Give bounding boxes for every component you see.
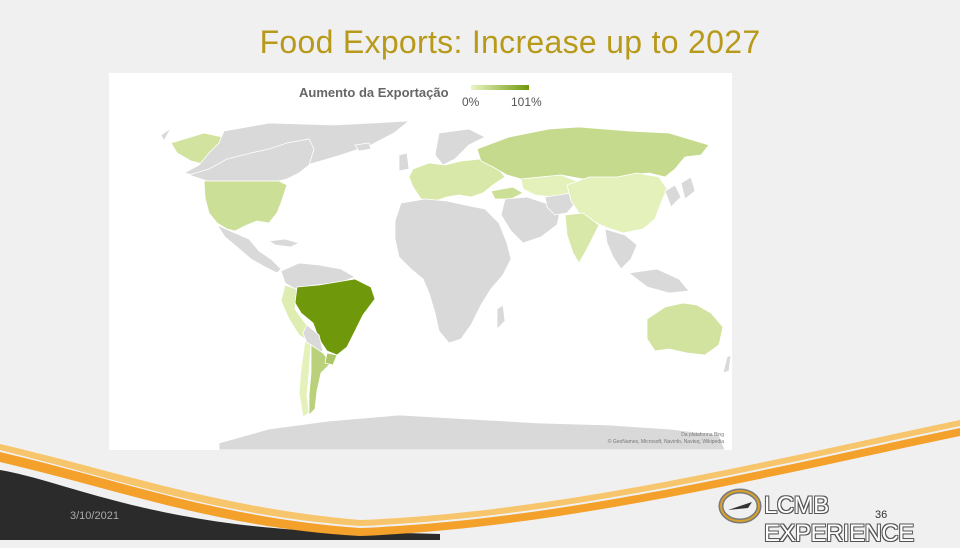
slide-title: Food Exports: Increase up to 2027: [259, 24, 761, 60]
region-new-zealand: [722, 354, 732, 374]
world-map: [160, 120, 732, 450]
region-turkey: [490, 186, 524, 200]
region-india: [564, 212, 600, 264]
region-africa: [394, 198, 512, 344]
region-uruguay: [324, 352, 338, 366]
region-canada: [187, 138, 315, 182]
legend-min-label: 0%: [462, 95, 480, 109]
region-caribbean: [267, 238, 301, 248]
region-madagascar: [496, 304, 506, 330]
company-logo: LCMB EXPERIENCE: [718, 486, 948, 547]
legend-title: Aumento da Exportação: [299, 85, 449, 100]
region-mexico-central-america: [215, 224, 282, 274]
region-scandinavia: [434, 128, 486, 166]
page-number: 36: [875, 509, 888, 521]
region-united-states: [203, 180, 288, 232]
region-iceland: [354, 142, 372, 152]
map-attribution-source: Da plataforma Bing: [681, 432, 724, 438]
region-southeast-asia: [604, 228, 690, 294]
region-brazil: [294, 278, 376, 356]
region-australia: [646, 302, 724, 356]
map-attribution-credits: © GeoNames, Microsoft, Navinfo, Navteq, …: [607, 439, 724, 445]
legend-max-label: 101%: [511, 95, 542, 109]
region-middle-east: [500, 196, 562, 244]
region-russia: [476, 126, 710, 182]
region-japan-korea: [664, 176, 696, 208]
region-uk: [398, 152, 410, 172]
region-europe: [408, 158, 506, 202]
slide-date: 3/10/2021: [70, 510, 119, 522]
map-panel: Aumento da Exportação 0% 101% Da platafo…: [109, 73, 732, 450]
region-antarctica: [218, 414, 726, 450]
logo-mark-icon: [718, 488, 762, 524]
legend-color-scale: [471, 85, 529, 90]
